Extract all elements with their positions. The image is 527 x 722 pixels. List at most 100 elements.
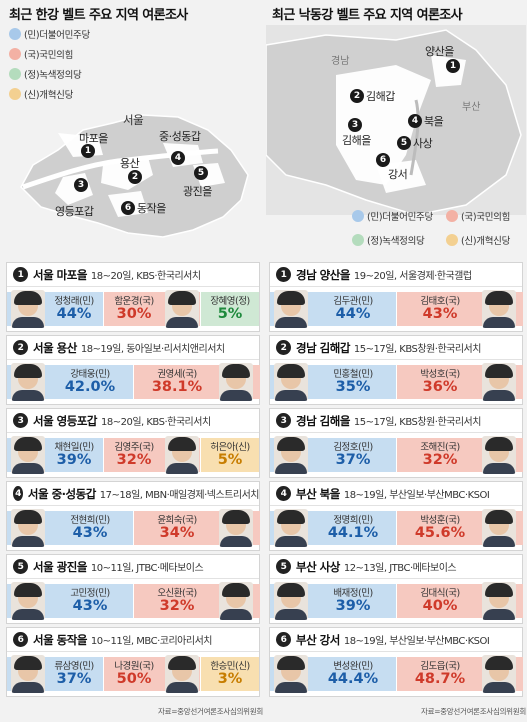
- candidate-photo: [274, 509, 308, 547]
- poll-meta: 19~20일, 서울경제·한국갤럽: [353, 271, 472, 282]
- district-number-badge: 5: [13, 559, 28, 574]
- poll-meta: 15~17일, KBS창원·한국리서치: [353, 417, 482, 428]
- legend-dot-icon: [9, 48, 21, 60]
- candidate-percentage: 35%: [335, 379, 371, 395]
- poll-meta: 18~20일, KBS·한국리서치: [100, 417, 211, 428]
- candidate-percentage: 39%: [56, 452, 92, 468]
- map-pin-1: 1: [81, 144, 95, 158]
- poll-meta: 18~20일, KBS·한국리서치: [90, 271, 201, 282]
- district-number-badge: 4: [276, 486, 291, 501]
- candidate-photo: [11, 655, 45, 693]
- map-pin-label: 중·성동갑: [159, 130, 201, 143]
- candidate-percentage: 38.1%: [151, 379, 203, 395]
- legend-dot-icon: [352, 234, 364, 246]
- candidate-name: 장혜영(정): [210, 296, 250, 307]
- candidate-name: 한승민(신): [210, 661, 250, 672]
- district-number-badge: 5: [276, 559, 291, 574]
- poll-card-body: 변성완(민) 44.4% 김도읍(국) 48.7%: [270, 652, 523, 696]
- legend-item-ppp: (국)국민의힘: [446, 209, 510, 223]
- district-name: 서울 마포을: [33, 267, 87, 282]
- district-name: 서울 중·성동갑: [27, 486, 96, 501]
- candidate-percentage: 39%: [335, 598, 371, 614]
- map-pin-4: 4: [408, 114, 422, 128]
- district-number-badge: 2: [276, 340, 291, 355]
- candidate-name: 변성완(민): [333, 661, 373, 672]
- poll-card-header: 4 서울 중·성동갑 17~18일, MBN·매일경제·넥스트리서치: [7, 482, 260, 506]
- poll-card: 1 서울 마포을 18~20일, KBS·한국리서치 정청래(민) 44% 함운경(국) 3…: [6, 262, 260, 332]
- source-note: 자료=중앙선거여론조사심의위원회: [158, 707, 263, 716]
- candidate-name: 조해진(국): [420, 442, 460, 453]
- candidate-name: 김도읍(국): [420, 661, 460, 672]
- candidate-percentage: 48.7%: [414, 671, 466, 687]
- poll-card: 2 서울 용산 18~19일, 동아일보·리서치앤리서치 강태웅(민) 42.0% 권영세…: [6, 335, 260, 405]
- candidate-photo: [482, 363, 516, 401]
- legend-dot-icon: [9, 88, 21, 100]
- candidate-photo: [274, 290, 308, 328]
- candidate-photo: [11, 582, 45, 620]
- candidate-percentage: 37%: [56, 671, 92, 687]
- district-name: 부산 사상: [296, 559, 340, 574]
- candidate-percentage: 5%: [217, 452, 243, 468]
- map-pin-label: 광진을: [183, 185, 212, 198]
- map-pin-label: 동작을: [137, 202, 166, 215]
- legend-item-ppp: (국)국민의힘: [9, 47, 73, 61]
- candidate-name: 전현희(민): [70, 515, 110, 526]
- candidate-name: 허은아(신): [210, 442, 250, 453]
- legend-item-jus: (정)녹색정의당: [9, 67, 82, 81]
- candidate-photo: [482, 655, 516, 693]
- candidate-photo: [219, 582, 253, 620]
- poll-card-header: 6 부산 강서 18~19일, 부산일보·부산MBC·KSOI: [270, 628, 522, 652]
- poll-card: 5 부산 사상 12~13일, JTBC·메타보이스 배재정(민) 39% 김대식(국) 4…: [269, 554, 523, 624]
- poll-meta: 18~19일, 부산일보·부산MBC·KSOI: [343, 490, 490, 501]
- map-pin-label: 강서: [388, 168, 408, 181]
- map-pin-1: 1: [446, 59, 460, 73]
- legend-dot-icon: [446, 234, 458, 246]
- candidate-name: 함운경(국): [114, 296, 154, 307]
- district-name: 서울 영등포갑: [33, 413, 97, 428]
- district-number-badge: 6: [13, 632, 28, 647]
- poll-card-body: 민홍철(민) 35% 박성호(국) 36%: [270, 360, 523, 404]
- poll-card: 4 서울 중·성동갑 17~18일, MBN·매일경제·넥스트리서치 전현희(민) 43…: [6, 481, 260, 551]
- poll-card-header: 1 서울 마포을 18~20일, KBS·한국리서치: [7, 263, 259, 287]
- poll-meta: 17~18일, MBN·매일경제·넥스트리서치: [99, 490, 260, 501]
- poll-card: 5 서울 광진을 10~11일, JTBC·메타보이스 고민정(민) 43% 오신환(국)…: [6, 554, 260, 624]
- candidate-percentage: 32%: [159, 598, 195, 614]
- poll-card: 6 서울 동작을 10~11일, MBC·코리아리서치 류삼영(민) 37% 나경원(국)…: [6, 627, 260, 697]
- poll-card-header: 5 부산 사상 12~13일, JTBC·메타보이스: [270, 555, 522, 579]
- poll-meta: 12~13일, JTBC·메타보이스: [343, 563, 457, 574]
- candidate-name: 김영주(국): [114, 442, 154, 453]
- legend-dot-icon: [9, 68, 21, 80]
- candidate-name: 정청래(민): [54, 296, 94, 307]
- poll-card: 6 부산 강서 18~19일, 부산일보·부산MBC·KSOI 변성완(민) 44.4%…: [269, 627, 523, 697]
- candidate-name: 박성호(국): [420, 369, 460, 380]
- poll-card: 4 부산 북을 18~19일, 부산일보·부산MBC·KSOI 정명희(민) 44.1%…: [269, 481, 523, 551]
- map-pin-5: 5: [194, 166, 208, 180]
- district-name: 부산 강서: [296, 632, 340, 647]
- candidate-photo: [274, 436, 308, 474]
- map-pin-5: 5: [397, 136, 411, 150]
- candidate-photo: [11, 290, 45, 328]
- candidate-photo: [165, 436, 199, 474]
- poll-card-body: 고민정(민) 43% 오신환(국) 32%: [7, 579, 260, 623]
- map-pin-label: 김해을: [342, 134, 371, 147]
- map-region-label: 부산: [462, 102, 481, 113]
- map-pin-6: 6: [376, 153, 390, 167]
- poll-card: 1 경남 양산을 19~20일, 서울경제·한국갤럽 김두관(민) 44% 김태호(국) 4…: [269, 262, 523, 332]
- poll-card-header: 3 서울 영등포갑 18~20일, KBS·한국리서치: [7, 409, 259, 433]
- district-number-badge: 3: [276, 413, 291, 428]
- candidate-band: [201, 292, 259, 326]
- map-region-label: 서울: [123, 113, 144, 127]
- district-name: 경남 김해갑: [296, 340, 350, 355]
- candidate-photo: [482, 582, 516, 620]
- candidate-name: 윤희숙(국): [157, 515, 197, 526]
- map-pin-label: 마포을: [79, 132, 108, 145]
- poll-meta: 10~11일, MBC·코리아리서치: [90, 636, 213, 647]
- poll-meta: 15~17일, KBS창원·한국리서치: [353, 344, 482, 355]
- candidate-photo: [11, 436, 45, 474]
- legend-item-dem: (민)더불어민주당: [9, 27, 90, 41]
- map-pin-label: 김해갑: [366, 90, 395, 103]
- left-infographic: 최근 한강 벨트 주요 지역 여론조사 (민)더불어민주당 (국)국민의힘 (정…: [3, 0, 263, 722]
- district-name: 서울 동작을: [33, 632, 87, 647]
- candidate-percentage: 44.1%: [327, 525, 379, 541]
- legend-dot-icon: [446, 210, 458, 222]
